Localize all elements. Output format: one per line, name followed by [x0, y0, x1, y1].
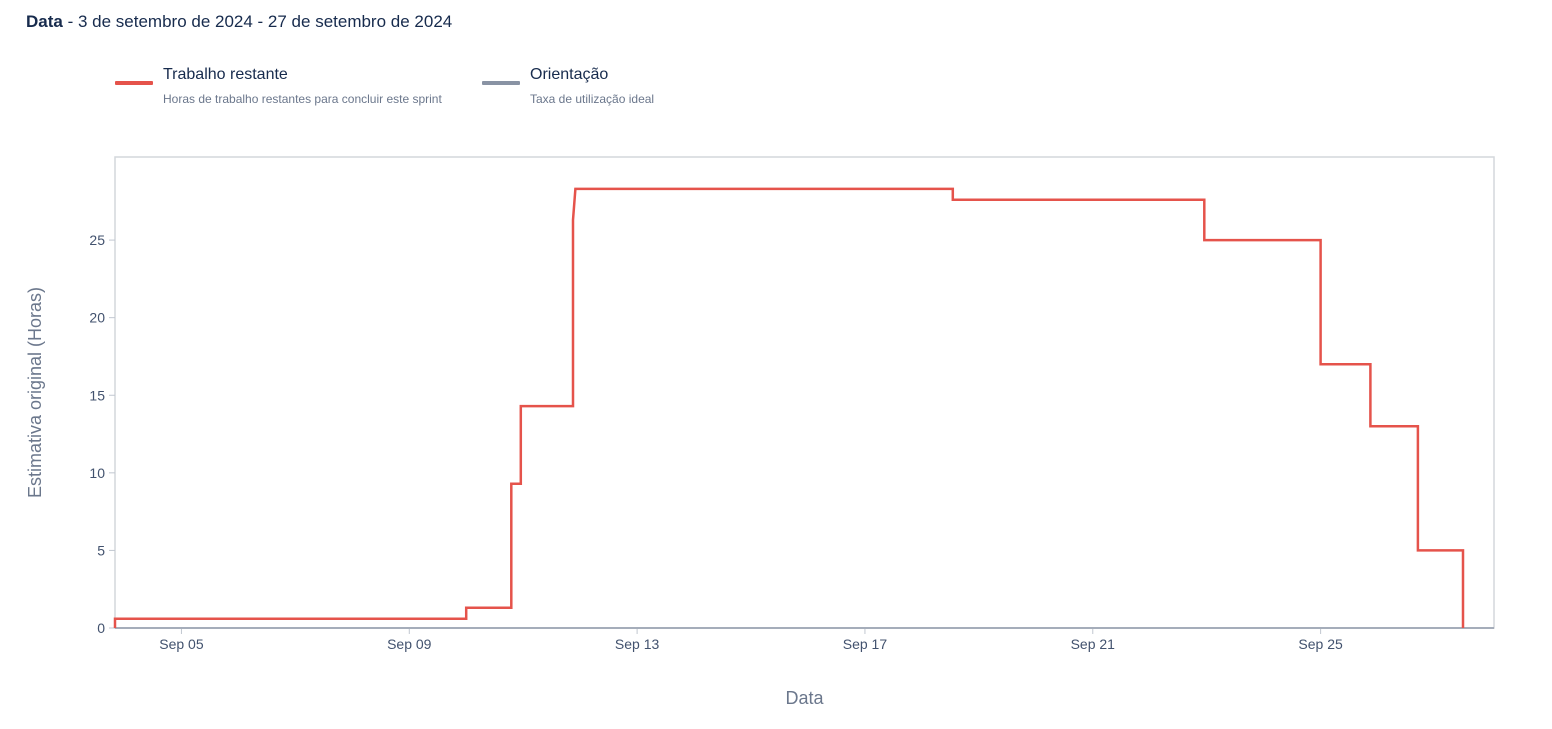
plot-area	[114, 156, 1495, 629]
legend-description: Taxa de utilização ideal	[530, 92, 655, 106]
y-tick-label: 5	[97, 542, 105, 558]
x-tick-label: Sep 05	[159, 636, 204, 652]
x-tick-label: Sep 17	[843, 636, 888, 652]
y-tick-label: 10	[89, 465, 105, 481]
legend-description: Horas de trabalho restantes para conclui…	[163, 92, 442, 106]
y-axis-title: Estimativa original (Horas)	[25, 287, 45, 498]
x-tick-label: Sep 09	[387, 636, 432, 652]
series-line-remaining-work[interactable]	[113, 187, 1465, 628]
x-axis: Sep 05 Sep 09 Sep 13 Sep 17 Sep 21 Sep 25	[159, 628, 1343, 652]
x-axis-title: Data	[785, 688, 824, 708]
series-layer	[113, 187, 1465, 628]
y-tick-label: 15	[89, 387, 105, 403]
legend-title: Trabalho restante	[163, 66, 288, 83]
date-range-value: 3 de setembro de 2024 - 27 de setembro d…	[77, 12, 453, 31]
legend-swatch-guideline	[482, 81, 520, 85]
date-range-separator: -	[62, 12, 78, 31]
y-tick-label: 20	[89, 310, 105, 326]
date-range-header: Data - 3 de setembro de 2024 - 27 de set…	[26, 12, 452, 32]
y-axis: 0 5 10 15 20 25	[89, 232, 115, 636]
legend-swatch-remaining-work	[115, 81, 153, 85]
legend-title: Orientação	[530, 66, 609, 83]
y-tick-label: 25	[89, 232, 105, 248]
x-tick-label: Sep 21	[1071, 636, 1116, 652]
x-tick-label: Sep 25	[1298, 636, 1343, 652]
y-tick-label: 0	[97, 620, 105, 636]
date-range-label: Data	[26, 12, 63, 31]
x-tick-label: Sep 13	[615, 636, 660, 652]
